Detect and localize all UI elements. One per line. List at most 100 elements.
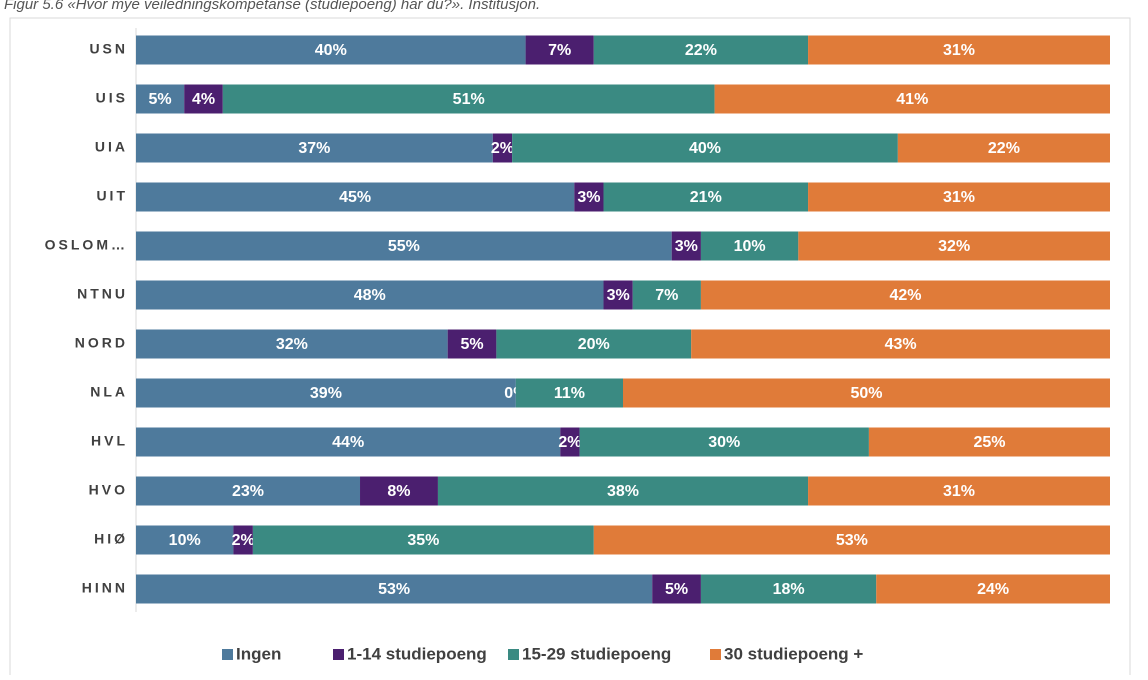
- value-label: 41%: [896, 91, 928, 108]
- bar-segment: [512, 133, 898, 163]
- bar-segment: [233, 525, 253, 555]
- value-label: 2%: [491, 140, 514, 157]
- value-label: 2%: [558, 434, 581, 451]
- category-label: HINN: [82, 580, 128, 596]
- value-label: 30%: [708, 434, 740, 451]
- value-label: 45%: [339, 189, 371, 206]
- bar-segment: [798, 231, 1110, 261]
- category-label: HVL: [91, 433, 128, 449]
- value-label: 51%: [453, 91, 485, 108]
- value-label: 3%: [675, 238, 698, 255]
- bar-segment: [700, 231, 799, 261]
- value-label: 38%: [607, 483, 639, 500]
- value-label: 39%: [310, 385, 342, 402]
- value-label: 24%: [977, 581, 1009, 598]
- category-label: USN: [89, 41, 128, 57]
- category-label: OSLOM…: [45, 237, 128, 253]
- value-label: 53%: [836, 532, 868, 549]
- legend-swatch: [508, 649, 519, 660]
- value-label: 22%: [988, 140, 1020, 157]
- bar-segment: [184, 84, 223, 114]
- bar-segment: [136, 378, 516, 408]
- bar-segment: [808, 182, 1110, 212]
- value-label: 55%: [388, 238, 420, 255]
- value-label: 44%: [332, 434, 364, 451]
- bar-segment: [447, 329, 497, 359]
- bar-segment: [525, 35, 594, 65]
- bar-segment: [603, 182, 809, 212]
- value-label: 5%: [149, 91, 172, 108]
- bar-segment: [560, 427, 580, 457]
- bar-segment: [496, 329, 692, 359]
- value-label: 18%: [773, 581, 805, 598]
- legend-label: 1-14 studiepoeng: [347, 644, 487, 663]
- value-label: 10%: [734, 238, 766, 255]
- value-label: 10%: [169, 532, 201, 549]
- value-label: 7%: [655, 287, 678, 304]
- bar-segment: [868, 427, 1110, 457]
- value-label: 31%: [943, 189, 975, 206]
- value-label: 3%: [607, 287, 630, 304]
- value-label: 5%: [665, 581, 688, 598]
- bar-segment: [897, 133, 1110, 163]
- value-label: 4%: [192, 91, 215, 108]
- value-label: 37%: [298, 140, 330, 157]
- value-label: 5%: [460, 336, 483, 353]
- value-label: 31%: [943, 42, 975, 59]
- value-label: 20%: [578, 336, 610, 353]
- category-label: UIT: [96, 188, 128, 204]
- chart-title: Figur 5.6 «Hvor mye veiledningskompetans…: [4, 0, 540, 13]
- category-label: UIS: [96, 90, 128, 106]
- value-label: 11%: [554, 385, 585, 402]
- bar-segment: [700, 280, 1110, 310]
- bar-segment: [700, 574, 877, 604]
- bar-segment: [136, 182, 575, 212]
- value-label: 43%: [885, 336, 917, 353]
- value-label: 50%: [850, 385, 882, 402]
- bar-segment: [136, 280, 604, 310]
- category-label: HIØ: [94, 531, 128, 547]
- bar-segment: [671, 231, 701, 261]
- value-label: 8%: [387, 483, 410, 500]
- bar-segment: [136, 574, 653, 604]
- bar-segment: [136, 427, 561, 457]
- value-label: 53%: [378, 581, 410, 598]
- bar-segment: [808, 35, 1110, 65]
- legend-label: 15-29 studiepoeng: [522, 644, 671, 663]
- value-label: 40%: [315, 42, 347, 59]
- legend-swatch: [222, 649, 233, 660]
- bar-segment: [252, 525, 594, 555]
- bar-segment: [492, 133, 513, 163]
- value-label: 3%: [577, 189, 600, 206]
- bar-segment: [579, 427, 869, 457]
- bar-segment: [136, 231, 672, 261]
- bar-segment: [593, 525, 1110, 555]
- value-label: 35%: [407, 532, 439, 549]
- bar-segment: [136, 133, 493, 163]
- category-label: NORD: [75, 335, 128, 351]
- value-label: 21%: [690, 189, 722, 206]
- bar-segment: [136, 525, 234, 555]
- value-label: 23%: [232, 483, 264, 500]
- bar-segment: [593, 35, 809, 65]
- category-label: NLA: [90, 384, 128, 400]
- value-label: 7%: [548, 42, 571, 59]
- bar-segment: [652, 574, 701, 604]
- category-label: HVO: [89, 482, 128, 498]
- value-label: 48%: [354, 287, 386, 304]
- value-label: 42%: [889, 287, 921, 304]
- value-label: 31%: [943, 483, 975, 500]
- bar-segment: [632, 280, 701, 310]
- value-label: 25%: [973, 434, 1005, 451]
- bar-segment: [136, 35, 526, 65]
- value-label: 32%: [938, 238, 970, 255]
- bar-segment: [808, 476, 1110, 506]
- bar-segment: [691, 329, 1110, 359]
- bar-segment: [574, 182, 604, 212]
- category-label: NTNU: [77, 286, 128, 302]
- legend-label: Ingen: [236, 644, 281, 663]
- legend-swatch: [710, 649, 721, 660]
- legend-label: 30 studiepoeng +: [724, 644, 863, 663]
- value-label: 22%: [685, 42, 717, 59]
